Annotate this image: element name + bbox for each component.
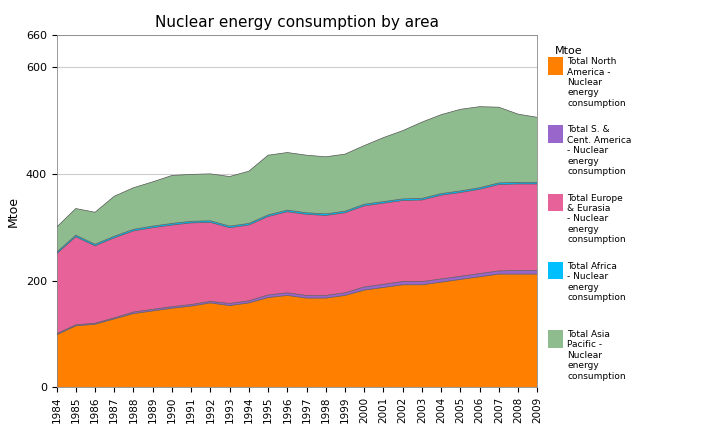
- Text: Total Africa
- Nuclear
energy
consumption: Total Africa - Nuclear energy consumptio…: [567, 262, 626, 302]
- Text: Mtoe: Mtoe: [555, 46, 583, 56]
- Title: Nuclear energy consumption by area: Nuclear energy consumption by area: [155, 15, 439, 30]
- Text: Total North
America -
Nuclear
energy
consumption: Total North America - Nuclear energy con…: [567, 57, 626, 108]
- Text: Total S. &
Cent. America
- Nuclear
energy
consumption: Total S. & Cent. America - Nuclear energ…: [567, 125, 631, 176]
- Y-axis label: Mtoe: Mtoe: [7, 196, 21, 227]
- Text: Total Europe
& Eurasia
- Nuclear
energy
consumption: Total Europe & Eurasia - Nuclear energy …: [567, 194, 626, 244]
- Text: Total Asia
Pacific -
Nuclear
energy
consumption: Total Asia Pacific - Nuclear energy cons…: [567, 330, 626, 381]
